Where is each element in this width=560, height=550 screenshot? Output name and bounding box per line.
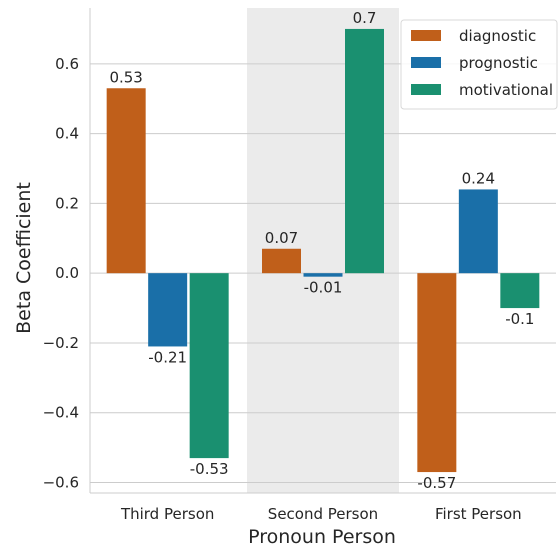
bar-motivational — [345, 28, 384, 274]
bar-prognostic — [458, 189, 498, 274]
legend-swatch — [411, 84, 441, 95]
bar-prognostic — [148, 273, 188, 347]
x-tick-label: First Person — [435, 505, 522, 523]
axes-layer: −0.6 −0.4 −0.2 0.0 0.2 0.4 0.6 Third Person Seco… — [43, 8, 556, 523]
data-label: -0.21 — [148, 348, 187, 366]
bar-prognostic — [303, 273, 343, 277]
data-labels-layer: 0.53 -0.21 -0.53 0.07 -0.01 0.7 -0.57 0.24 -0.1 — [109, 9, 534, 492]
data-label: -0.1 — [505, 310, 534, 328]
legend-label: motivational — [459, 81, 553, 99]
legend: diagnostic prognostic motivational — [400, 19, 558, 110]
bar-motivational — [500, 273, 540, 309]
bar-motivational — [189, 273, 229, 459]
legend-label: prognostic — [459, 54, 538, 72]
legend-swatch — [411, 30, 441, 41]
data-label: 0.24 — [462, 169, 495, 187]
y-tick-label: 0.2 — [55, 194, 79, 212]
data-label: -0.53 — [190, 460, 229, 478]
x-tick-label: Second Person — [268, 505, 378, 523]
legend-label: diagnostic — [459, 27, 536, 45]
bar-diagnostic — [106, 88, 146, 274]
y-tick-label: −0.6 — [43, 474, 79, 492]
bar-diagnostic — [417, 273, 457, 473]
data-label: -0.01 — [304, 279, 343, 297]
data-label: 0.7 — [353, 9, 377, 27]
y-tick-label: −0.4 — [43, 404, 79, 422]
y-tick-label: 0.0 — [55, 264, 79, 282]
x-axis-title: Pronoun Person — [248, 526, 396, 548]
legend-swatch — [411, 57, 441, 68]
bar-diagnostic — [262, 248, 301, 274]
y-tick-label: −0.2 — [43, 334, 79, 352]
data-label: -0.57 — [417, 474, 456, 492]
x-tick-label: Third Person — [120, 505, 214, 523]
y-tick-label: 0.6 — [55, 55, 79, 73]
data-label: 0.53 — [109, 68, 142, 86]
data-label: 0.07 — [265, 229, 298, 247]
y-axis-title: Beta Coefficient — [13, 182, 35, 334]
bars-layer — [106, 28, 540, 473]
y-tick-label: 0.4 — [55, 125, 79, 143]
